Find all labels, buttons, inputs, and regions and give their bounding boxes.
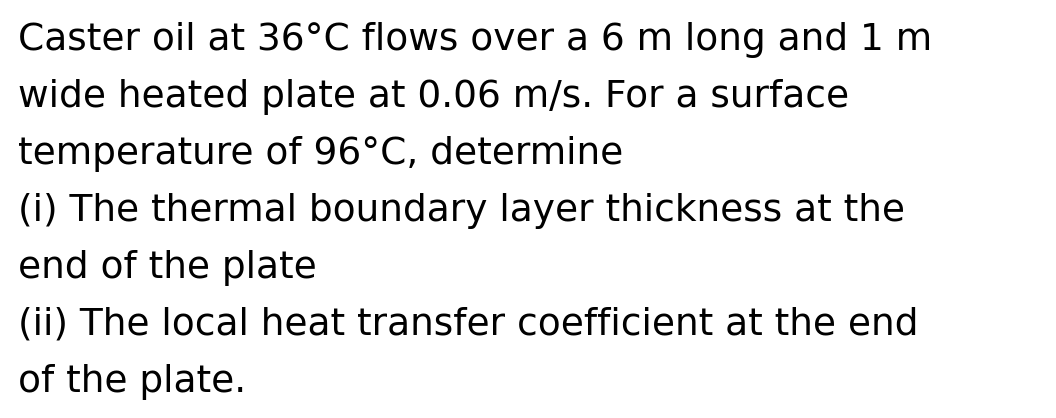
Text: Caster oil at 36°C flows over a 6 m long and 1 m: Caster oil at 36°C flows over a 6 m long… <box>18 22 932 58</box>
Text: of the plate.: of the plate. <box>18 364 246 400</box>
Text: (ii) The local heat transfer coefficient at the end: (ii) The local heat transfer coefficient… <box>18 307 919 343</box>
Text: end of the plate: end of the plate <box>18 250 317 286</box>
Text: temperature of 96°C, determine: temperature of 96°C, determine <box>18 136 623 172</box>
Text: (i) The thermal boundary layer thickness at the: (i) The thermal boundary layer thickness… <box>18 193 905 229</box>
Text: wide heated plate at 0.06 m/s. For a surface: wide heated plate at 0.06 m/s. For a sur… <box>18 79 849 115</box>
